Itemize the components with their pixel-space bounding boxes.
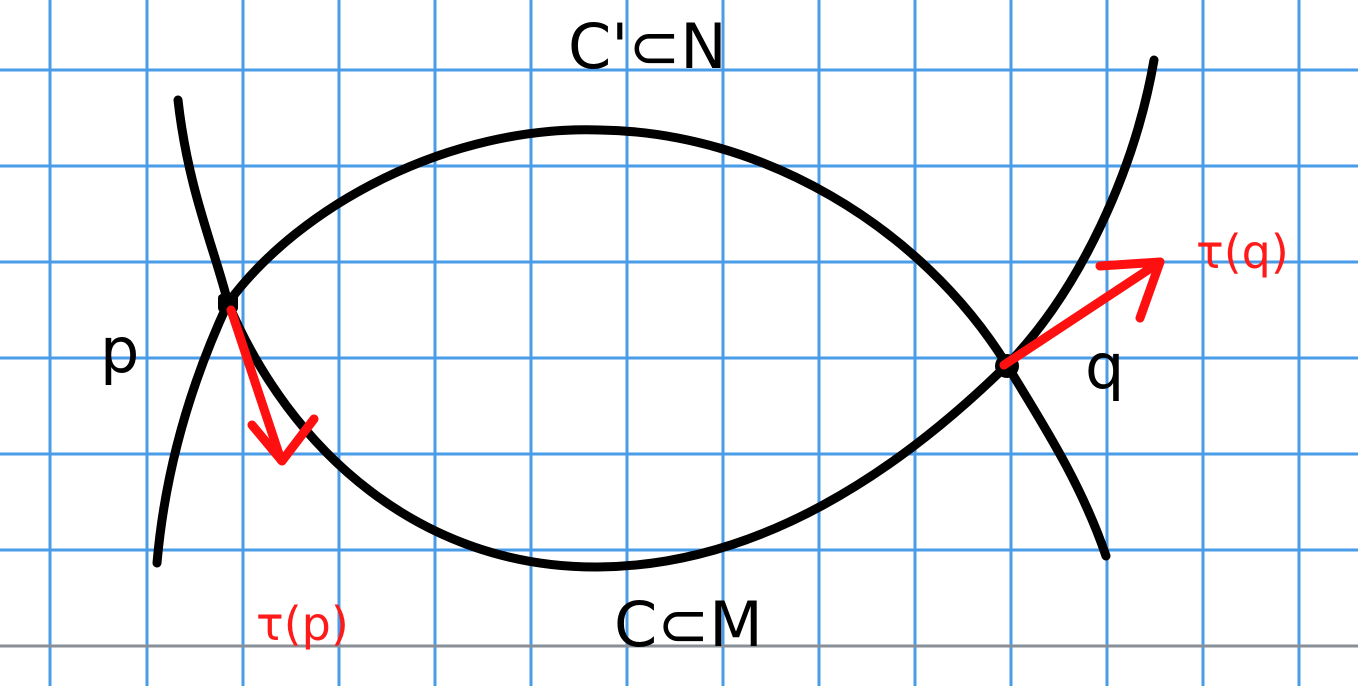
tangent-vector-p xyxy=(226,305,286,465)
label-curve-top: C'⊂N xyxy=(568,10,727,83)
label-curve-bottom: C⊂M xyxy=(614,588,763,661)
tangent-arrowhead-p xyxy=(247,414,319,466)
label-tangent-p: τ(p) xyxy=(256,597,349,651)
label-tangent-q: τ(q) xyxy=(1196,225,1289,279)
labels: C'⊂N C⊂M p q τ(p) τ(q) xyxy=(100,10,1289,661)
label-point-q: q xyxy=(1085,330,1124,403)
curve-c-prime-upper xyxy=(223,125,1012,370)
tangent-vectors xyxy=(226,257,1165,466)
label-point-p: p xyxy=(100,314,139,387)
tangent-vector-q xyxy=(999,257,1165,370)
tangent-arrowhead-q xyxy=(1095,257,1165,323)
